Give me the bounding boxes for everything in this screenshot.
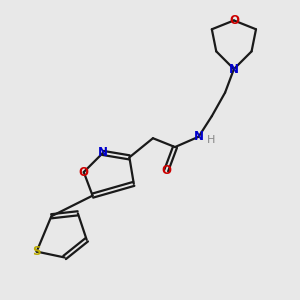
Text: N: N [98,146,108,159]
Text: O: O [79,166,89,178]
Text: O: O [161,164,171,177]
Text: N: N [194,130,204,143]
Text: H: H [207,135,215,145]
Text: N: N [229,62,239,76]
Text: O: O [229,14,239,27]
Text: S: S [32,245,41,258]
